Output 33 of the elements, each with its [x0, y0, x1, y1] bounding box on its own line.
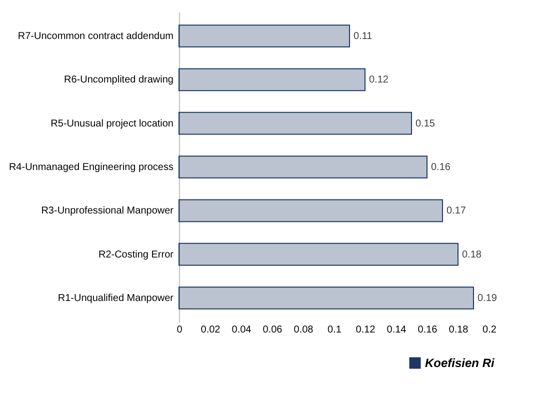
x-tick-label: 0.04 [232, 324, 252, 336]
bar [178, 68, 366, 92]
data-label: 0.18 [462, 249, 482, 260]
y-tick-label: R1-Unqualified Manpower [58, 292, 174, 304]
data-label: 0.15 [416, 118, 436, 130]
x-tick-label: 0.2 [482, 324, 497, 336]
data-label: 0.17 [446, 206, 466, 217]
y-tick-label: R6-Uncomplited drawing [64, 74, 174, 86]
x-tick-label: 0.02 [200, 324, 221, 336]
legend-label: Koefisien Ri [425, 356, 496, 370]
x-tick-label: 0.08 [294, 324, 314, 336]
bar [178, 242, 458, 266]
bar [178, 199, 443, 222]
y-tick-label: R3-Unprofessional Manpower [41, 206, 174, 217]
x-tick-label: 0.1 [328, 324, 342, 336]
x-tick-label: 0.06 [262, 324, 283, 336]
x-tick-label: 0.16 [418, 324, 438, 336]
bar [178, 112, 412, 135]
data-label: 0.19 [478, 292, 498, 304]
x-tick-label: 0.14 [386, 324, 407, 336]
x-tick-label: 0 [176, 324, 183, 336]
y-tick-label: R7-Uncommon contract addendum [18, 31, 174, 42]
data-label: 0.11 [354, 31, 373, 42]
x-tick-label: 0.12 [356, 324, 376, 336]
y-tick-label: R2-Costing Error [98, 249, 174, 260]
bar [178, 286, 474, 310]
bar [178, 156, 428, 178]
bar [178, 24, 350, 48]
data-label: 0.16 [431, 162, 451, 173]
y-tick-label: R5-Unusual project location [50, 118, 174, 130]
data-label: 0.12 [369, 74, 389, 86]
x-tick-label: 0.18 [448, 324, 469, 336]
y-tick-label: R4-Unmanaged Engineering process [8, 162, 174, 173]
